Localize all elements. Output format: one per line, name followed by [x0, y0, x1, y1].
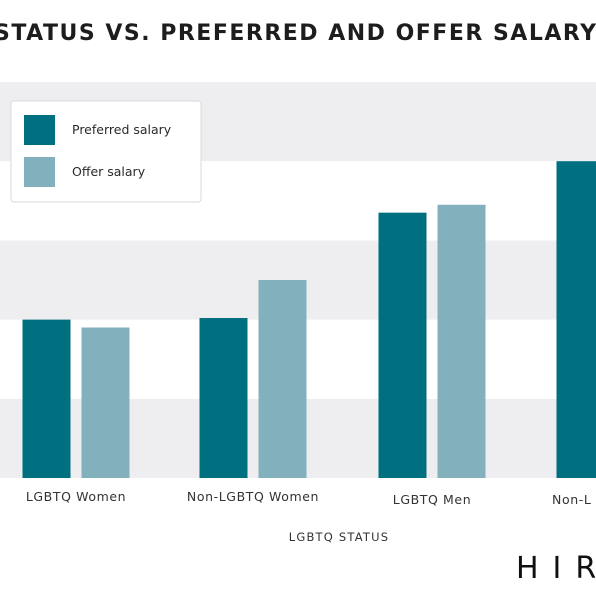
- bar-preferred-2: [378, 212, 427, 478]
- brand-logo: HIR: [516, 551, 596, 586]
- legend: Preferred salary Offer salary: [10, 100, 202, 203]
- legend-label-preferred: Preferred salary: [72, 122, 172, 137]
- chart-title: STATUS VS. PREFERRED AND OFFER SALARY: [0, 21, 596, 46]
- x-tick-label: LGBTQ Men: [393, 492, 471, 507]
- x-tick-label: LGBTQ Women: [26, 489, 126, 504]
- legend-swatch-offer: [24, 157, 55, 187]
- bar-preferred-1: [199, 318, 248, 478]
- bars: [22, 161, 596, 478]
- legend-box: [10, 100, 202, 203]
- bar-offer-2: [437, 204, 486, 478]
- bar-preferred-3: [556, 161, 596, 478]
- bar-preferred-0: [22, 319, 71, 478]
- x-axis-label: LGBTQ STATUS: [289, 530, 390, 544]
- legend-label-offer: Offer salary: [72, 164, 146, 179]
- legend-swatch-preferred: [24, 115, 55, 145]
- x-tick-labels: LGBTQ Women Non-LGBTQ Women LGBTQ Men Non-L: [26, 489, 591, 507]
- x-tick-label: Non-LGBTQ Women: [187, 489, 319, 504]
- x-tick-label: Non-L: [552, 492, 591, 507]
- bar-offer-0: [81, 327, 130, 478]
- bar-offer-1: [258, 280, 307, 478]
